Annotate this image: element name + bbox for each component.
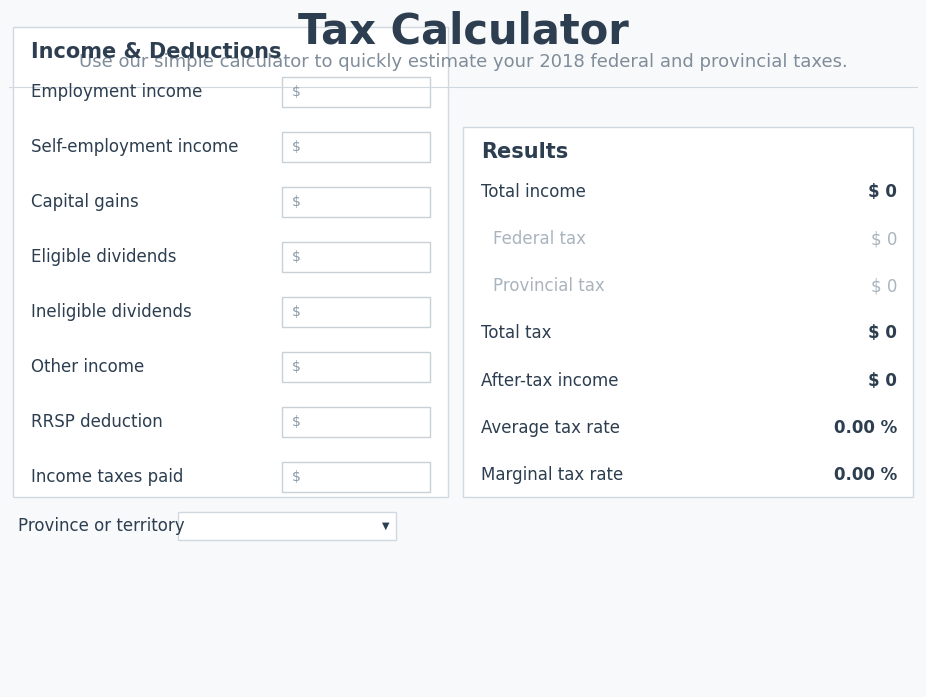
- Text: RRSP deduction: RRSP deduction: [31, 413, 163, 431]
- FancyBboxPatch shape: [282, 462, 430, 492]
- FancyBboxPatch shape: [282, 297, 430, 327]
- FancyBboxPatch shape: [282, 352, 430, 382]
- Text: $: $: [292, 85, 301, 99]
- Text: Ineligible dividends: Ineligible dividends: [31, 303, 192, 321]
- FancyBboxPatch shape: [13, 27, 448, 497]
- Text: Provincial tax: Provincial tax: [493, 277, 605, 296]
- Text: Income & Deductions: Income & Deductions: [31, 42, 282, 62]
- Text: $: $: [292, 140, 301, 154]
- FancyBboxPatch shape: [463, 127, 913, 497]
- Text: Eligible dividends: Eligible dividends: [31, 248, 177, 266]
- Text: $ 0: $ 0: [869, 183, 897, 201]
- Text: Marginal tax rate: Marginal tax rate: [481, 466, 623, 484]
- Text: Federal tax: Federal tax: [493, 230, 586, 248]
- Text: 0.00 %: 0.00 %: [833, 466, 897, 484]
- Text: ▼: ▼: [382, 521, 390, 531]
- FancyBboxPatch shape: [282, 132, 430, 162]
- FancyBboxPatch shape: [282, 187, 430, 217]
- Text: Results: Results: [481, 142, 569, 162]
- FancyBboxPatch shape: [282, 242, 430, 272]
- Text: $ 0: $ 0: [869, 325, 897, 342]
- Text: Self-employment income: Self-employment income: [31, 138, 239, 156]
- Text: $: $: [292, 250, 301, 264]
- Text: $ 0: $ 0: [869, 372, 897, 390]
- Text: After-tax income: After-tax income: [481, 372, 619, 390]
- Text: $ 0: $ 0: [870, 230, 897, 248]
- Text: 0.00 %: 0.00 %: [833, 419, 897, 437]
- Text: Employment income: Employment income: [31, 83, 203, 101]
- Text: $: $: [292, 415, 301, 429]
- Text: $ 0: $ 0: [870, 277, 897, 296]
- Text: Use our simple calculator to quickly estimate your 2018 federal and provincial t: Use our simple calculator to quickly est…: [79, 53, 847, 71]
- Text: $: $: [292, 360, 301, 374]
- Text: Other income: Other income: [31, 358, 144, 376]
- Text: Tax Calculator: Tax Calculator: [297, 11, 629, 53]
- FancyBboxPatch shape: [178, 512, 396, 540]
- Text: Capital gains: Capital gains: [31, 193, 139, 211]
- Text: Total tax: Total tax: [481, 325, 552, 342]
- FancyBboxPatch shape: [282, 407, 430, 437]
- Text: $: $: [292, 305, 301, 319]
- Text: Income taxes paid: Income taxes paid: [31, 468, 183, 486]
- FancyBboxPatch shape: [282, 77, 430, 107]
- Text: $: $: [292, 195, 301, 209]
- Text: Total income: Total income: [481, 183, 586, 201]
- Text: Average tax rate: Average tax rate: [481, 419, 620, 437]
- Text: Province or territory: Province or territory: [18, 517, 184, 535]
- Text: $: $: [292, 470, 301, 484]
